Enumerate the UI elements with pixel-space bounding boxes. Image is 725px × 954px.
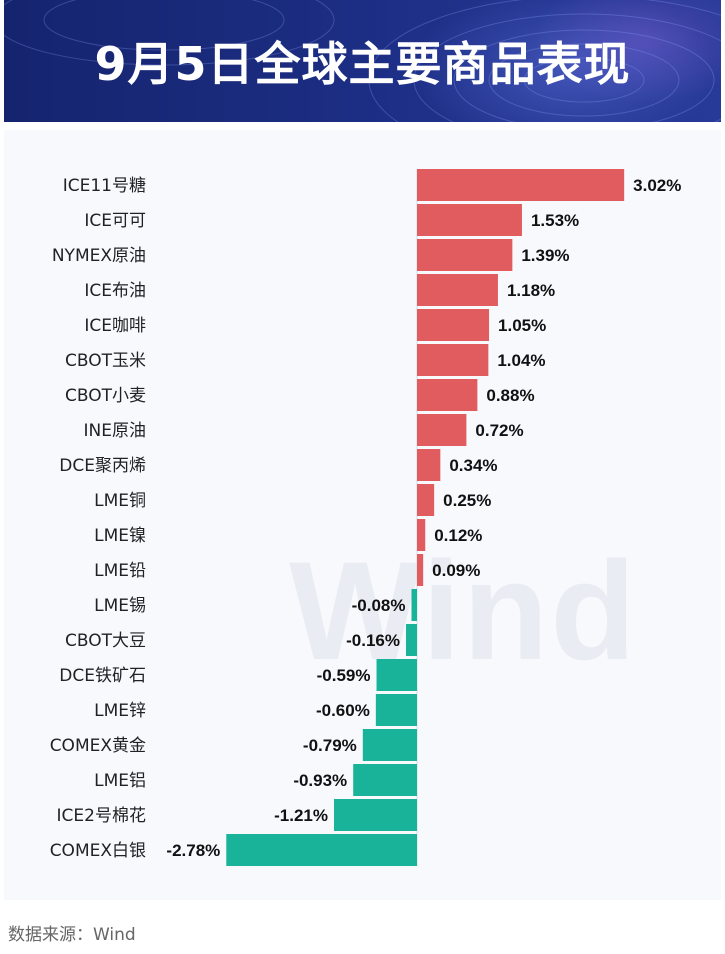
- category-label-10: LME镍: [94, 526, 146, 546]
- bar-8: [417, 449, 441, 481]
- bar-7: [417, 414, 467, 446]
- value-label-10: 0.12%: [434, 526, 482, 545]
- bar-0: [417, 169, 625, 201]
- bar-19: [226, 834, 417, 866]
- category-label-1: ICE可可: [84, 211, 146, 231]
- page-title: 9月5日全球主要商品表现: [94, 37, 631, 91]
- bar-11: [417, 554, 424, 586]
- category-label-19: COMEX白银: [50, 841, 146, 861]
- bar-12: [411, 589, 417, 621]
- value-label-16: -0.79%: [303, 736, 357, 755]
- value-label-5: 1.04%: [497, 351, 545, 370]
- category-label-7: INE原油: [84, 421, 146, 441]
- value-label-3: 1.18%: [507, 281, 555, 300]
- value-label-7: 0.72%: [475, 421, 523, 440]
- bar-5: [417, 344, 489, 376]
- value-label-14: -0.59%: [317, 666, 371, 685]
- bar-14: [376, 659, 417, 691]
- value-label-15: -0.60%: [316, 701, 370, 720]
- value-label-19: -2.78%: [166, 841, 220, 860]
- category-label-12: LME锡: [94, 596, 146, 616]
- category-label-0: ICE11号糖: [63, 176, 146, 196]
- category-label-17: LME铝: [94, 771, 146, 791]
- chart-panel: Wind ICE11号糖 3.02% ICE可可 1.53% NYMEX原油 1.39% I…: [4, 130, 721, 900]
- category-label-6: CBOT小麦: [65, 386, 146, 406]
- banner-contour-decoration: [4, 0, 721, 122]
- bar-4: [417, 309, 490, 341]
- category-label-11: LME铅: [94, 561, 146, 581]
- value-label-13: -0.16%: [346, 631, 400, 650]
- bar-10: [417, 519, 426, 551]
- wind-watermark: Wind: [289, 532, 638, 689]
- bar-18: [333, 799, 417, 831]
- bar-3: [417, 274, 498, 306]
- category-label-8: DCE聚丙烯: [59, 456, 146, 476]
- value-label-6: 0.88%: [486, 386, 534, 405]
- value-label-0: 3.02%: [633, 176, 681, 195]
- value-label-18: -1.21%: [274, 806, 328, 825]
- bar-17: [353, 764, 417, 796]
- bar-2: [417, 239, 513, 271]
- category-label-3: ICE布油: [84, 281, 146, 301]
- category-label-13: CBOT大豆: [65, 631, 146, 651]
- category-label-18: ICE2号棉花: [57, 806, 146, 826]
- value-label-8: 0.34%: [449, 456, 497, 475]
- value-label-11: 0.09%: [432, 561, 480, 580]
- category-label-2: NYMEX原油: [52, 246, 146, 266]
- category-label-5: CBOT玉米: [65, 351, 146, 371]
- value-label-2: 1.39%: [521, 246, 569, 265]
- value-label-4: 1.05%: [498, 316, 546, 335]
- category-label-9: LME铜: [94, 491, 146, 511]
- category-label-4: ICE咖啡: [84, 316, 146, 336]
- bar-15: [375, 694, 417, 726]
- value-label-1: 1.53%: [531, 211, 579, 230]
- category-label-15: LME锌: [94, 701, 146, 721]
- bar-1: [417, 204, 522, 236]
- title-banner: 9月5日全球主要商品表现: [4, 0, 721, 122]
- bar-6: [417, 379, 478, 411]
- value-label-12: -0.08%: [352, 596, 406, 615]
- data-source-note: 数据来源：Wind: [8, 925, 136, 945]
- commodity-bar-chart: ICE11号糖 3.02% ICE可可 1.53% NYMEX原油 1.39% ICE布油 1…: [50, 169, 681, 866]
- category-label-14: DCE铁矿石: [59, 666, 146, 686]
- value-label-17: -0.93%: [293, 771, 347, 790]
- bar-16: [362, 729, 417, 761]
- bar-9: [417, 484, 435, 516]
- bar-13: [406, 624, 417, 656]
- category-label-16: COMEX黄金: [50, 736, 146, 756]
- value-label-9: 0.25%: [443, 491, 491, 510]
